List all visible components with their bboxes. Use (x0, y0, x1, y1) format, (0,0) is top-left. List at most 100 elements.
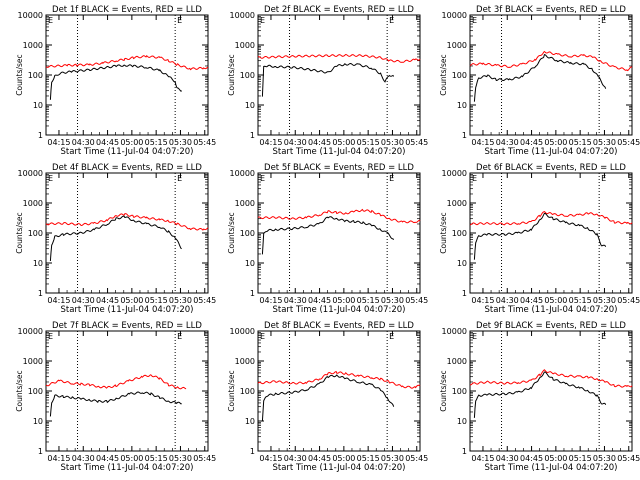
x-tick-label: 05:30 (593, 454, 616, 463)
x-tick-label: 04:45 (96, 138, 119, 147)
x-tick-label: 05:15 (569, 454, 592, 463)
corner-mark-left: E (260, 16, 265, 25)
x-tick-label: 04:15 (471, 454, 494, 463)
chart-title: Det 4f BLACK = Events, RED = LLD (52, 163, 202, 173)
x-tick-label: 05:00 (120, 454, 143, 463)
x-tick-label: 04:45 (520, 296, 543, 305)
x-axis-label: Start Time (11-Jul-04 04:07:20) (485, 147, 618, 157)
y-tick-label: 10 (457, 417, 467, 426)
y-axis-label: Counts/sec (15, 212, 24, 253)
y-tick-label: 10000 (230, 327, 255, 336)
corner-mark-right: E (177, 332, 182, 341)
corner-mark-right: E (601, 16, 606, 25)
y-tick-label: 10 (245, 259, 255, 268)
plot-frame (257, 330, 421, 452)
x-tick-label: 04:15 (47, 138, 70, 147)
chart-title: Det 2f BLACK = Events, RED = LLD (264, 5, 414, 15)
y-tick-label: 10000 (442, 169, 467, 178)
x-axis-label: Start Time (11-Jul-04 04:07:20) (273, 463, 406, 473)
series-line-events (473, 371, 607, 418)
corner-mark-left: E (48, 16, 53, 25)
series-line-lld (469, 50, 633, 72)
x-tick-label: 05:15 (357, 454, 380, 463)
x-axis-label: Start Time (11-Jul-04 04:07:20) (273, 305, 406, 315)
y-tick-label: 10 (457, 101, 467, 110)
x-tick-label: 05:00 (544, 296, 567, 305)
x-tick-label: 05:30 (381, 138, 404, 147)
x-tick-label: 05:30 (169, 138, 192, 147)
x-tick-label: 05:45 (193, 138, 216, 147)
chart-title: Det 7f BLACK = Events, RED = LLD (52, 321, 202, 331)
series-line-lld (257, 208, 421, 224)
y-tick-label: 1 (462, 289, 467, 298)
x-tick-label: 05:00 (120, 296, 143, 305)
x-tick-label: 05:15 (145, 296, 168, 305)
y-tick-label: 1 (38, 131, 43, 140)
y-axis-label: Counts/sec (439, 212, 448, 253)
x-tick-label: 04:30 (72, 138, 95, 147)
x-axis-label: Start Time (11-Jul-04 04:07:20) (485, 305, 618, 315)
x-tick-label: 04:30 (72, 296, 95, 305)
y-tick-label: 100 (240, 71, 255, 80)
x-tick-label: 04:45 (520, 138, 543, 147)
x-tick-label: 05:15 (145, 138, 168, 147)
series-line-events (49, 391, 182, 417)
x-tick-label: 05:30 (169, 454, 192, 463)
x-tick-label: 04:15 (259, 138, 282, 147)
y-tick-label: 100 (28, 71, 43, 80)
y-tick-label: 1 (38, 447, 43, 456)
y-tick-label: 10 (33, 417, 43, 426)
y-tick-label: 10000 (18, 169, 43, 178)
y-axis-label: Counts/sec (227, 370, 236, 411)
y-tick-label: 10000 (230, 169, 255, 178)
x-axis-label: Start Time (11-Jul-04 04:07:20) (273, 147, 406, 157)
y-tick-label: 1000 (447, 357, 467, 366)
series-line-lld (257, 370, 421, 389)
x-tick-label: 04:30 (72, 454, 95, 463)
y-axis-label: Counts/sec (227, 212, 236, 253)
corner-mark-right: E (601, 332, 606, 341)
x-tick-label: 04:15 (471, 296, 494, 305)
y-tick-label: 10000 (230, 11, 255, 20)
x-tick-label: 05:45 (405, 138, 428, 147)
series-line-events (473, 53, 607, 102)
x-tick-label: 05:00 (332, 296, 355, 305)
x-tick-label: 05:45 (405, 454, 428, 463)
corner-mark-right: E (389, 16, 394, 25)
y-tick-label: 10000 (18, 11, 43, 20)
plot-frame (45, 330, 209, 452)
x-tick-label: 05:00 (120, 138, 143, 147)
corner-mark-left: E (260, 174, 265, 183)
y-tick-label: 1 (250, 289, 255, 298)
y-tick-label: 10 (33, 259, 43, 268)
y-axis-label: Counts/sec (439, 54, 448, 95)
x-tick-label: 05:45 (193, 296, 216, 305)
series-line-events (473, 212, 607, 260)
corner-mark-left: E (472, 332, 477, 341)
x-tick-label: 04:30 (284, 296, 307, 305)
x-tick-label: 05:45 (617, 138, 640, 147)
corner-mark-right: E (177, 16, 182, 25)
x-tick-label: 04:15 (47, 454, 70, 463)
y-tick-label: 10000 (442, 11, 467, 20)
x-axis-label: Start Time (11-Jul-04 04:07:20) (61, 305, 194, 315)
y-tick-label: 10 (245, 101, 255, 110)
series-line-lld (470, 369, 633, 388)
y-tick-label: 1 (38, 289, 43, 298)
y-tick-label: 1000 (23, 199, 43, 208)
x-tick-label: 04:30 (496, 454, 519, 463)
x-tick-label: 04:45 (520, 454, 543, 463)
y-tick-label: 1000 (235, 357, 255, 366)
y-axis-label: Counts/sec (15, 54, 24, 95)
corner-mark-right: E (389, 174, 394, 183)
plot-frame (469, 14, 633, 136)
y-tick-label: 10000 (18, 327, 43, 336)
x-tick-label: 04:45 (308, 138, 331, 147)
x-tick-label: 05:45 (617, 296, 640, 305)
